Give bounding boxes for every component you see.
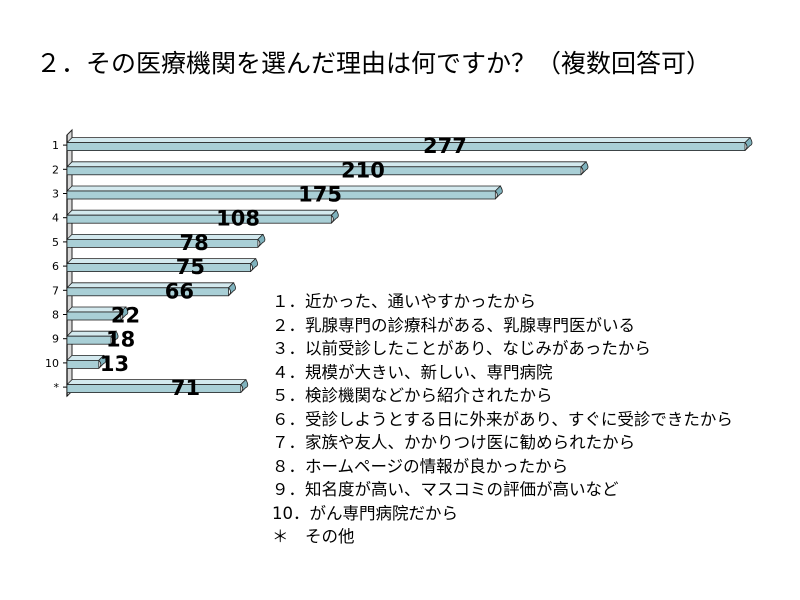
legend-item: ４．規模が大きい、新しい、専門病院: [272, 362, 553, 382]
bar: [66, 233, 266, 248]
data-label: 13: [100, 352, 129, 376]
data-label: 108: [216, 207, 260, 231]
bar: [66, 378, 249, 394]
bar: [66, 136, 753, 152]
data-label: 66: [165, 279, 194, 303]
chart-title: ２．その医療機関を選んだ理由は何ですか？（複数回答可）: [36, 49, 712, 78]
legend-item: ３．以前受診したことがあり、なじみがあったから: [272, 339, 651, 358]
y-tick-label: 7: [52, 284, 59, 297]
y-tick-label: 5: [52, 236, 59, 249]
data-label: 210: [341, 158, 385, 182]
bar: [66, 161, 589, 176]
legend-item: ８．ホームページの情報が良かったから: [272, 456, 569, 476]
y-tick-label: 4: [52, 212, 59, 225]
data-label: 175: [298, 183, 342, 207]
bar: [66, 306, 129, 321]
y-tick-label: 10: [45, 357, 59, 370]
data-label: 22: [111, 304, 140, 328]
legend: １．近かった、通いやすかったから ２．乳腺専門の診療科がある、乳腺専門医がいる ３．…: [272, 290, 787, 549]
bar: [66, 257, 258, 273]
legend-item: ２．乳腺専門の診療科がある、乳腺専門医がいる: [272, 315, 635, 335]
y-tick-label: 6: [52, 260, 59, 273]
data-label: 78: [179, 231, 208, 255]
y-tick-label: 2: [52, 163, 59, 176]
legend-item: ＊ その他: [272, 527, 355, 546]
bar: [66, 185, 503, 200]
y-tick-label: 9: [52, 333, 59, 346]
data-label: 75: [176, 255, 205, 279]
bar: [66, 209, 339, 224]
data-label: 71: [171, 376, 200, 400]
legend-item: ６．受診しようとする日に外来があり、すぐに受診できたから: [272, 409, 733, 429]
legend-item: １．近かった、通いやすかったから: [272, 292, 536, 311]
data-label: 18: [106, 328, 135, 352]
y-tick-label: 1: [52, 139, 59, 152]
y-tick-label: 8: [52, 309, 59, 322]
data-label: 277: [423, 134, 467, 158]
legend-item: ７．家族や友人、かかりつけ医に勧められたから: [272, 433, 636, 452]
legend-item: ５．検診機関などから紹介されたから: [272, 386, 553, 405]
bar: [66, 330, 119, 345]
bar: [66, 354, 107, 369]
y-tick-label: *: [54, 381, 60, 394]
legend-item: ９．知名度が高い、マスコミの評価が高いなど: [272, 480, 619, 499]
legend-item: 10．がん専門病院だから: [272, 503, 458, 523]
y-tick-label: 3: [52, 188, 59, 201]
bar: [66, 282, 236, 297]
